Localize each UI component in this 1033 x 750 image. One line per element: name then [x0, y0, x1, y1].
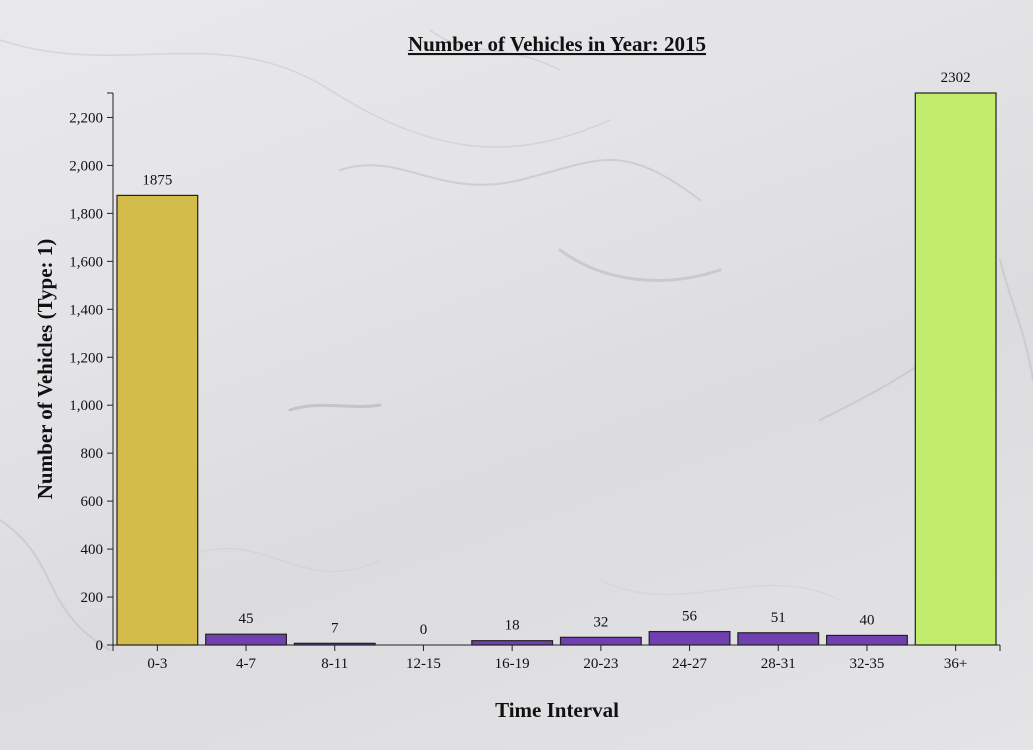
bar-0-3	[116, 194, 199, 646]
y-tick-label: 1,000	[69, 398, 103, 414]
y-tick-label: 2,000	[69, 158, 103, 174]
x-tick-label-0-3: 0-3	[147, 656, 167, 672]
x-tick-label-20-23: 20-23	[583, 656, 618, 672]
x-axis-ticks: 0-3 4-7 8-11 12-15 16-19 20-23 24-27 28-31 32-35…	[112, 645, 1001, 672]
x-tick-label-4-7: 4-7	[236, 656, 256, 672]
data-label-28-31: 51	[771, 610, 786, 626]
y-tick-label: 0	[96, 638, 104, 654]
y-tick-label: 200	[81, 590, 104, 606]
bar-24-27	[648, 630, 731, 646]
data-label-12-15: 0	[420, 622, 428, 638]
y-tick-label: 2,200	[69, 110, 103, 126]
y-tick-label: 400	[81, 542, 104, 558]
y-axis-title: Number of Vehicles (Type: 1)	[33, 239, 57, 500]
y-tick-label: 1,200	[69, 350, 103, 366]
y-tick-label: 800	[81, 446, 104, 462]
data-label-4-7: 45	[239, 611, 254, 627]
bar-36+	[914, 92, 997, 646]
data-label-24-27: 56	[682, 609, 698, 625]
bar-16-19	[471, 640, 554, 646]
data-label-16-19: 18	[505, 618, 520, 634]
bar-20-23	[559, 636, 642, 646]
x-axis-title: Time Interval	[495, 698, 619, 722]
chart-title: Number of Vehicles in Year: 2015	[408, 32, 706, 56]
bar-data-labels: 1875 45 7 0 18 32 56 51 40 2302	[142, 70, 970, 638]
x-tick-label-24-27: 24-27	[672, 656, 707, 672]
data-label-0-3: 1875	[142, 172, 172, 188]
y-tick-label: 1,400	[69, 302, 103, 318]
x-tick-label-16-19: 16-19	[495, 656, 530, 672]
data-label-36+: 2302	[941, 70, 971, 86]
y-tick-label: 1,800	[69, 206, 103, 222]
bar-28-31	[737, 632, 820, 646]
data-label-20-23: 32	[593, 614, 608, 630]
x-tick-label-32-35: 32-35	[849, 656, 884, 672]
bar-4-7	[205, 633, 287, 646]
y-tick-label: 600	[81, 494, 104, 510]
bar-32-35	[825, 634, 908, 646]
x-tick-label-28-31: 28-31	[761, 656, 796, 672]
data-label-8-11: 7	[331, 620, 339, 636]
y-tick-label: 1,600	[69, 254, 103, 270]
data-label-32-35: 40	[859, 612, 874, 628]
x-tick-label-8-11: 8-11	[321, 656, 348, 672]
x-tick-label-36+: 36+	[944, 656, 967, 672]
y-axis-ticks: 0 200 400 600 800 1,000 1,200 1,400 1,600 1,800 2,…	[69, 92, 113, 654]
bars	[116, 92, 997, 646]
x-tick-label-12-15: 12-15	[406, 656, 441, 672]
